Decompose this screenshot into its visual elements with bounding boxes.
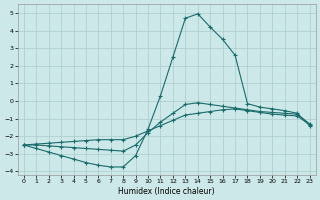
X-axis label: Humidex (Indice chaleur): Humidex (Indice chaleur): [118, 187, 215, 196]
